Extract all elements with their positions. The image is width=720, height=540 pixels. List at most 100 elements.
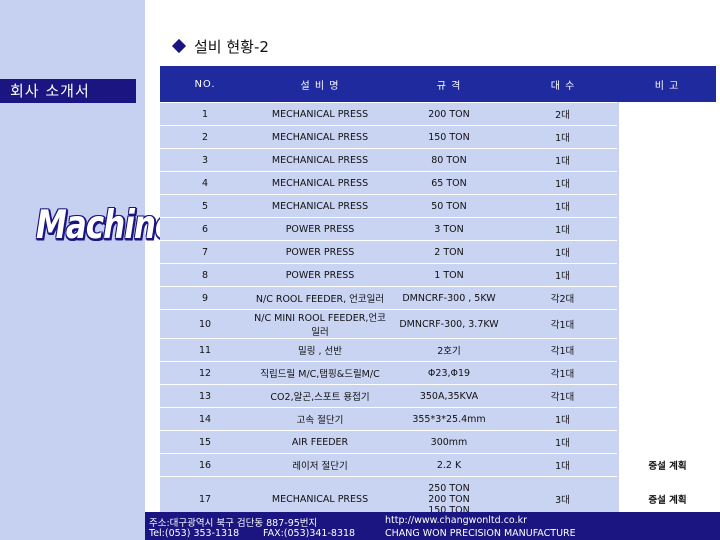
company-intro-label: 회사 소개서	[0, 79, 136, 103]
row-spec: 300mm	[390, 430, 508, 454]
row-spec: DMNCRF-300, 3.7KW	[390, 309, 508, 339]
row-count: 1대	[508, 148, 618, 172]
row-spec: 3 TON	[390, 217, 508, 241]
row-no: 15	[160, 430, 250, 454]
table-row: 9 N/C ROOL FEEDER, 언코일러 DMNCRF-300 , 5KW 각2…	[160, 286, 716, 310]
row-count: 1대	[508, 263, 618, 287]
row-equipment-name: 고속 절단기	[250, 407, 390, 431]
row-note	[617, 361, 716, 385]
row-spec: 200 TON	[390, 102, 508, 126]
row-no: 8	[160, 263, 250, 287]
row-no: 13	[160, 384, 250, 408]
row-no: 2	[160, 125, 250, 149]
row-no: 10	[160, 309, 250, 339]
row-spec: 2호기	[390, 338, 508, 362]
header-equipment-name: 설 비 명	[250, 66, 390, 103]
row-note	[617, 286, 716, 310]
row-equipment-name: MECHANICAL PRESS	[250, 102, 390, 126]
equipment-table: NO. 설 비 명 규 격 대 수 비 고 1 MECHANICAL PRESS 2…	[160, 66, 716, 522]
table-row: 10 N/C MINI ROOL FEEDER,언코일러 DMNCRF-300, 3…	[160, 309, 716, 339]
footer-website-link[interactable]: http://www.changwonltd.co.kr	[385, 515, 527, 526]
row-equipment-name: MECHANICAL PRESS	[250, 125, 390, 149]
table-row: 3 MECHANICAL PRESS 80 TON 1대	[160, 148, 716, 172]
table-row: 12 직립드릴 M/C,탭핑&드릴M/C Φ23,Φ19 각1대	[160, 361, 716, 385]
table-row: 16 레이저 절단기 2.2 K 1대 증설 계획	[160, 453, 716, 477]
row-equipment-name: POWER PRESS	[250, 240, 390, 264]
row-equipment-name: AIR FEEDER	[250, 430, 390, 454]
row-note	[617, 102, 716, 126]
row-note	[617, 125, 716, 149]
row-note	[617, 338, 716, 362]
diamond-bullet-icon	[171, 38, 187, 54]
table-row: 11 밀링 , 선반 2호기 각1대	[160, 338, 716, 362]
row-note	[617, 430, 716, 454]
row-count: 2대	[508, 102, 618, 126]
row-spec: 150 TON	[390, 125, 508, 149]
row-count: 각2대	[508, 286, 618, 310]
row-spec: 65 TON	[390, 171, 508, 195]
row-count: 각1대	[508, 361, 618, 385]
header-count: 대 수	[508, 66, 618, 103]
row-count: 1대	[508, 171, 618, 195]
table-row: 13 CO2,알곤,스포트 용접기 350A,35KVA 각1대	[160, 384, 716, 408]
row-spec: DMNCRF-300 , 5KW	[390, 286, 508, 310]
row-no: 11	[160, 338, 250, 362]
row-spec: 2.2 K	[390, 453, 508, 477]
row-note	[617, 148, 716, 172]
row-no: 12	[160, 361, 250, 385]
row-equipment-name: N/C ROOL FEEDER, 언코일러	[250, 286, 390, 310]
row-count: 1대	[508, 240, 618, 264]
row-note	[617, 217, 716, 241]
row-equipment-name: 직립드릴 M/C,탭핑&드릴M/C	[250, 361, 390, 385]
row-count: 1대	[508, 453, 618, 477]
row-count: 각1대	[508, 309, 618, 339]
row-count: 1대	[508, 194, 618, 218]
row-count: 각1대	[508, 338, 618, 362]
row-equipment-name: 밀링 , 선반	[250, 338, 390, 362]
table-header-row: NO. 설 비 명 규 격 대 수 비 고	[160, 66, 716, 103]
footer-tel: Tel:(053) 353-1318	[149, 528, 240, 539]
row-no: 7	[160, 240, 250, 264]
row-count: 1대	[508, 125, 618, 149]
row-note	[617, 171, 716, 195]
footer-address: 주소:대구광역시 북구 검단동 887-95번지	[149, 518, 318, 529]
table-row: 8 POWER PRESS 1 TON 1대	[160, 263, 716, 287]
row-equipment-name: CO2,알곤,스포트 용접기	[250, 384, 390, 408]
row-equipment-name: N/C MINI ROOL FEEDER,언코일러	[250, 309, 390, 339]
row-spec: Φ23,Φ19	[390, 361, 508, 385]
row-note	[617, 384, 716, 408]
row-no: 9	[160, 286, 250, 310]
footer-company-name: CHANG WON PRECISION MANUFACTURE	[385, 528, 576, 539]
table-row: 2 MECHANICAL PRESS 150 TON 1대	[160, 125, 716, 149]
machine-logo: Machine	[36, 203, 176, 248]
row-no: 1	[160, 102, 250, 126]
row-equipment-name: POWER PRESS	[250, 263, 390, 287]
table-row: 15 AIR FEEDER 300mm 1대	[160, 430, 716, 454]
table-row: 6 POWER PRESS 3 TON 1대	[160, 217, 716, 241]
page-title-area: 설비 현황-2	[171, 36, 269, 56]
row-equipment-name: MECHANICAL PRESS	[250, 148, 390, 172]
sidebar: 회사 소개서 Machine	[0, 0, 176, 540]
row-spec: 2 TON	[390, 240, 508, 264]
row-spec: 80 TON	[390, 148, 508, 172]
row-no: 14	[160, 407, 250, 431]
row-note	[617, 407, 716, 431]
table-row: 5 MECHANICAL PRESS 50 TON 1대	[160, 194, 716, 218]
row-equipment-name: POWER PRESS	[250, 217, 390, 241]
row-no: 16	[160, 453, 250, 477]
row-no: 6	[160, 217, 250, 241]
row-note: 증설 계획	[617, 453, 716, 477]
row-note	[617, 194, 716, 218]
row-equipment-name: MECHANICAL PRESS	[250, 171, 390, 195]
row-spec: 350A,35KVA	[390, 384, 508, 408]
footer: 주소:대구광역시 북구 검단동 887-95번지 Tel:(053) 353-1…	[145, 512, 720, 540]
row-spec: 1 TON	[390, 263, 508, 287]
page-title: 설비 현황-2	[194, 37, 269, 56]
row-equipment-name: MECHANICAL PRESS	[250, 194, 390, 218]
row-equipment-name: 레이저 절단기	[250, 453, 390, 477]
table-row: 14 고속 절단기 355*3*25.4mm 1대	[160, 407, 716, 431]
table-row: 7 POWER PRESS 2 TON 1대	[160, 240, 716, 264]
row-no: 3	[160, 148, 250, 172]
row-note	[617, 263, 716, 287]
row-note	[617, 309, 716, 339]
